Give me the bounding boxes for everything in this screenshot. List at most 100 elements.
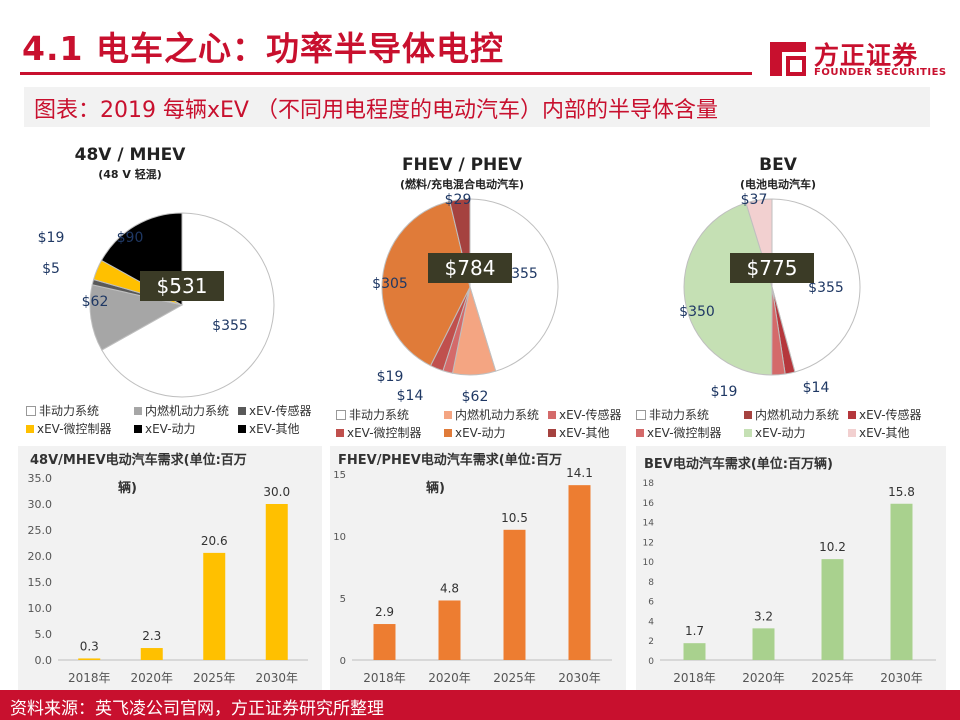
bar-title: 48V/MHEV电动汽车需求(单位:百万 <box>30 452 247 468</box>
pie-total-box <box>428 253 512 283</box>
bar-value-label: 20.6 <box>201 534 228 548</box>
y-tick-label: 25.0 <box>28 524 53 537</box>
legend-label: xEV-其他 <box>559 426 610 440</box>
y-tick-label: 12 <box>643 538 654 548</box>
pie-data-label: $14 <box>397 388 424 404</box>
x-tick-label: 2018年 <box>363 671 406 685</box>
legend-item: xEV-其他 <box>548 424 610 441</box>
pie-chart-bev: BEV (电池电动汽车) $355 $14 $19 $350 $37 $775 <box>679 155 861 400</box>
legend-swatch <box>26 405 36 416</box>
legend-item: xEV-动力 <box>444 424 506 441</box>
legend-label: 非动力系统 <box>39 404 100 418</box>
brand-logo: 方正证券 FOUNDER SECURITIES <box>768 36 946 82</box>
pie-total-box <box>140 271 224 301</box>
bar-title: 辆) <box>118 480 137 496</box>
bar-value-label: 2.9 <box>375 605 394 619</box>
pie-data-label: $355 <box>212 318 248 334</box>
legend-swatch <box>744 410 752 419</box>
legend-item: 非动力系统 <box>336 406 409 423</box>
logo-mark-icon <box>770 42 806 76</box>
legend-swatch <box>134 424 142 433</box>
bar-value-label: 4.8 <box>440 581 459 595</box>
x-tick-label: 2020年 <box>428 671 471 685</box>
legend-swatch <box>848 410 856 419</box>
x-tick-label: 2025年 <box>811 671 854 685</box>
legend-label: xEV-动力 <box>755 426 806 440</box>
legend-swatch <box>548 410 556 419</box>
figure-caption: 图表：2019 每辆xEV （不同用电程度的电动汽车）内部的半导体含量 <box>34 98 718 123</box>
pie-chart-mhev: 48V / MHEV (48 V 轻混) $355 $62 $5 $19 $90 $531 <box>38 145 275 398</box>
bar <box>78 658 101 660</box>
bar-panel-bev: BEV电动汽车需求(单位:百万辆) 0 2 4 6 8 10 12 14 16 18 1.7 2018年… <box>636 446 946 690</box>
legend-item: 内燃机动力系统 <box>134 402 229 419</box>
legend-item: xEV-动力 <box>134 420 196 437</box>
pie-legend-phev: 非动力系统 内燃机动力系统 xEV-传感器 xEV-微控制器 xEV-动力 xEV-其他 <box>336 406 630 442</box>
bar <box>265 504 288 660</box>
x-tick-label: 2020年 <box>742 671 785 685</box>
y-tick-label: 14 <box>643 519 655 529</box>
legend-label: xEV-微控制器 <box>647 426 722 440</box>
y-tick-label: 10.0 <box>28 602 53 615</box>
pie-total-label: $531 <box>157 274 208 298</box>
pie-total-box <box>730 253 814 283</box>
pie-data-label: $19 <box>711 384 738 400</box>
footer-bar: 资料来源：英飞凌公司官网，方正证券研究所整理 <box>0 690 960 720</box>
y-tick-label: 8 <box>648 578 654 588</box>
legend-item: xEV-微控制器 <box>26 420 112 437</box>
pie-title: 48V / MHEV <box>75 145 187 165</box>
bar-title: BEV电动汽车需求(单位:百万辆) <box>644 456 833 472</box>
legend-swatch <box>548 428 556 437</box>
legend-label: xEV-传感器 <box>249 404 312 418</box>
x-tick-label: 2025年 <box>193 671 236 685</box>
y-tick-label: 20.0 <box>28 550 53 563</box>
legend-item: 非动力系统 <box>636 406 709 423</box>
legend-swatch <box>444 428 452 437</box>
pie-panel-phev: FHEV / PHEV (燃料/充电混合电动汽车) $355 $62 $14 $19 $30… <box>330 140 630 440</box>
pie-title: BEV <box>759 155 798 175</box>
bar-value-label: 15.8 <box>888 485 915 499</box>
pie-subtitle: (电池电动汽车) <box>740 177 816 191</box>
legend-item: 内燃机动力系统 <box>444 406 539 423</box>
legend-swatch <box>238 406 246 415</box>
pie-panel-mhev: 48V / MHEV (48 V 轻混) $355 $62 $5 $19 $90 $531 非… <box>20 140 320 440</box>
legend-swatch <box>636 409 646 420</box>
bar-value-label: 2.3 <box>142 629 161 643</box>
pie-data-label: $19 <box>377 369 404 385</box>
x-tick-label: 2030年 <box>880 671 923 685</box>
x-tick-label: 2030年 <box>558 671 601 685</box>
legend-swatch <box>744 428 752 437</box>
y-tick-label: 4 <box>648 617 654 627</box>
y-tick-label: 0.0 <box>35 654 53 667</box>
x-tick-label: 2020年 <box>130 671 173 685</box>
bar <box>568 485 591 660</box>
legend-swatch <box>134 406 142 415</box>
pie-title: FHEV / PHEV <box>402 155 523 175</box>
legend-label: 非动力系统 <box>349 408 410 422</box>
logo-cn-text: 方正证券 <box>814 41 919 70</box>
legend-swatch <box>238 424 246 433</box>
bar-value-label: 10.2 <box>819 540 846 554</box>
bar-value-label: 1.7 <box>685 624 704 638</box>
legend-swatch <box>26 424 34 433</box>
pie-slice <box>469 198 559 372</box>
bar <box>683 643 706 660</box>
legend-swatch <box>444 410 452 419</box>
bar-value-label: 30.0 <box>263 485 290 499</box>
legend-item: xEV-其他 <box>238 420 300 437</box>
bar-title: FHEV/PHEV电动汽车需求(单位:百万 <box>338 452 562 468</box>
bar <box>752 628 775 660</box>
pie-data-label: $355 <box>808 280 844 296</box>
y-tick-label: 0 <box>340 656 346 667</box>
bar-title: 辆) <box>426 480 445 496</box>
legend-label: 非动力系统 <box>649 408 710 422</box>
y-tick-label: 5.0 <box>35 628 53 641</box>
pie-total-label: $784 <box>445 256 496 280</box>
pie-legend-mhev: 非动力系统 内燃机动力系统 xEV-传感器 xEV-微控制器 xEV-动力 xEV-其他 <box>26 402 320 438</box>
pie-data-label: $19 <box>38 230 65 246</box>
bar <box>821 559 844 660</box>
pie-panel-bev: BEV (电池电动汽车) $355 $14 $19 $350 $37 $775 非动力系统 内燃… <box>630 140 940 440</box>
bar <box>890 503 913 660</box>
legend-swatch <box>636 428 644 437</box>
y-tick-label: 0 <box>648 657 654 667</box>
pie-slice <box>683 202 773 376</box>
